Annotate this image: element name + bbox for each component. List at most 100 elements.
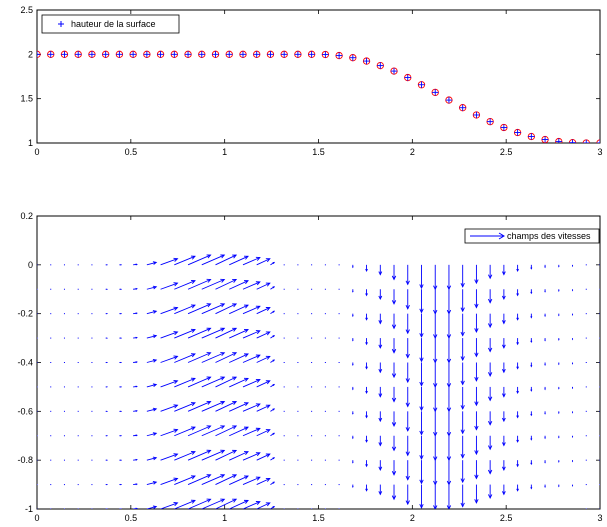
arrow-dot xyxy=(297,313,299,315)
arrow-shaft xyxy=(160,429,178,437)
arrow-head xyxy=(487,494,493,500)
arrow-head xyxy=(530,487,533,490)
arrow-head xyxy=(474,377,479,382)
arrow-head xyxy=(352,511,353,512)
arrow-shaft xyxy=(201,474,225,485)
velocity-arrow xyxy=(229,402,249,412)
velocity-arrow xyxy=(460,264,465,288)
arrow-head xyxy=(544,412,546,415)
velocity-arrow xyxy=(311,386,313,388)
arrow-head xyxy=(232,425,238,430)
velocity-arrow xyxy=(599,386,600,388)
arrow-head xyxy=(378,393,383,398)
velocity-arrow xyxy=(63,337,65,339)
velocity-arrow xyxy=(283,508,285,509)
arrow-shaft xyxy=(215,474,237,485)
velocity-arrow xyxy=(215,376,238,388)
velocity-arrow xyxy=(187,327,212,339)
velocity-arrow xyxy=(516,362,519,370)
arrow-shaft xyxy=(174,353,196,363)
arrow-head xyxy=(220,400,226,405)
velocity-arrow xyxy=(63,362,65,363)
arrow-shaft xyxy=(256,429,271,437)
arrow-head xyxy=(544,315,546,318)
velocity-arrow xyxy=(352,386,354,391)
velocity-arrow xyxy=(229,280,249,290)
velocity-arrow xyxy=(378,435,383,447)
data-point xyxy=(266,50,275,58)
velocity-arrow xyxy=(283,362,285,363)
arrow-head xyxy=(446,505,452,509)
velocity-arrow xyxy=(338,508,340,509)
arrow-head xyxy=(265,502,271,507)
velocity-arrow xyxy=(50,386,52,388)
velocity-arrow xyxy=(63,410,65,412)
velocity-arrow xyxy=(487,362,493,377)
arrow-head xyxy=(152,334,158,339)
velocity-arrow xyxy=(365,386,368,395)
velocity-arrow xyxy=(487,289,493,304)
arrow-shaft xyxy=(215,254,237,266)
velocity-arrow xyxy=(37,362,38,363)
data-point xyxy=(211,50,220,58)
arrow-head xyxy=(365,439,368,443)
arrow-head xyxy=(255,330,261,335)
velocity-arrow xyxy=(256,453,271,461)
velocity-arrow xyxy=(133,287,138,290)
arrow-head xyxy=(135,312,138,315)
velocity-arrow xyxy=(420,509,423,527)
velocity-arrow xyxy=(297,435,299,437)
arrow-head xyxy=(558,412,560,415)
arrow-shaft xyxy=(256,478,271,485)
velocity-arrow xyxy=(119,313,123,315)
velocity-arrow xyxy=(201,449,226,461)
arrow-head xyxy=(272,261,276,264)
arrow-dot xyxy=(324,410,326,412)
velocity-arrow xyxy=(460,411,465,435)
velocity-arrow xyxy=(474,484,479,504)
arrow-dot xyxy=(91,410,93,412)
arrow-dot xyxy=(283,459,285,461)
arrow-head xyxy=(530,267,533,270)
velocity-arrow xyxy=(378,289,383,301)
velocity-arrow xyxy=(501,484,506,496)
velocity-arrow xyxy=(378,264,383,276)
velocity-arrow xyxy=(50,337,52,339)
arrow-head xyxy=(460,429,465,435)
velocity-arrow xyxy=(391,484,397,501)
velocity-arrow xyxy=(133,434,138,437)
velocity-arrow xyxy=(311,459,313,461)
velocity-arrow xyxy=(119,508,123,509)
arrow-head xyxy=(265,307,271,311)
arrow-dot xyxy=(311,459,313,461)
arrow-dot xyxy=(283,337,285,339)
arrow-shaft xyxy=(187,279,211,290)
arrow-head xyxy=(558,436,560,439)
velocity-arrow xyxy=(585,459,587,461)
arrow-head xyxy=(206,278,212,283)
arrow-head xyxy=(120,288,123,290)
arrow-head xyxy=(544,437,546,440)
arrow-shaft xyxy=(242,428,261,437)
velocity-arrow xyxy=(37,459,38,461)
x-tick-label: 3 xyxy=(597,513,602,523)
velocity-arrow xyxy=(201,303,226,315)
arrow-head xyxy=(152,358,158,363)
arrow-dot xyxy=(585,386,587,388)
velocity-arrow xyxy=(599,435,600,437)
velocity-arrow xyxy=(405,411,410,432)
arrow-head xyxy=(135,483,138,486)
arrow-head xyxy=(352,437,354,440)
arrow-dot xyxy=(63,288,65,290)
data-point xyxy=(472,111,481,119)
arrow-head xyxy=(419,503,424,509)
velocity-arrow xyxy=(311,264,313,266)
velocity-arrow xyxy=(270,505,276,509)
arrow-dot xyxy=(297,386,299,388)
velocity-arrow xyxy=(365,264,368,272)
arrow-shaft xyxy=(256,404,271,412)
velocity-arrow xyxy=(119,410,123,412)
data-point xyxy=(582,139,590,143)
velocity-arrow xyxy=(585,362,587,363)
